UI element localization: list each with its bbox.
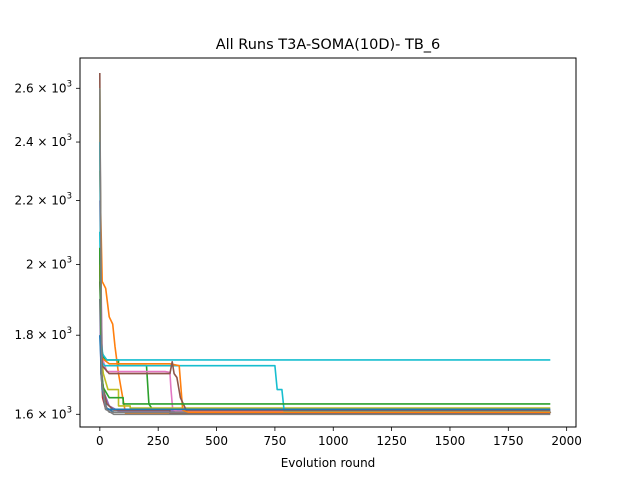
series-line-12 xyxy=(99,264,551,414)
y-tick-label: 1.8 × 103 xyxy=(15,326,72,342)
y-tick-label: 1.6 × 103 xyxy=(15,405,72,421)
x-tick-label: 1750 xyxy=(493,434,524,448)
x-tick-label: 0 xyxy=(96,434,104,448)
y-tick-label: 2.2 × 103 xyxy=(15,191,72,207)
series-line-16 xyxy=(99,88,551,416)
x-axis-label: Evolution round xyxy=(281,456,376,470)
y-tick-label: 2.6 × 103 xyxy=(15,79,72,95)
x-tick-label: 2000 xyxy=(551,434,582,448)
x-tick-label: 1000 xyxy=(318,434,349,448)
y-axis: 1.6 × 103 1.8 × 103 2 × 103 2.2 × 103 2.4 × … xyxy=(15,79,80,421)
plot-area xyxy=(99,72,552,416)
y-tick-label: 2 × 103 xyxy=(26,255,72,271)
x-tick-label: 250 xyxy=(147,434,170,448)
x-tick-label: 750 xyxy=(263,434,286,448)
x-tick-label: 1500 xyxy=(435,434,466,448)
x-tick-label: 1250 xyxy=(376,434,407,448)
plot-frame xyxy=(79,57,577,428)
x-tick-label: 500 xyxy=(205,434,228,448)
y-tick-label: 2.4 × 103 xyxy=(15,133,72,149)
x-axis: 0 250 500 750 1000 1250 1500 1750 2000 xyxy=(96,427,582,448)
chart-title: All Runs T3A-SOMA(10D)- TB_6 xyxy=(216,37,441,53)
